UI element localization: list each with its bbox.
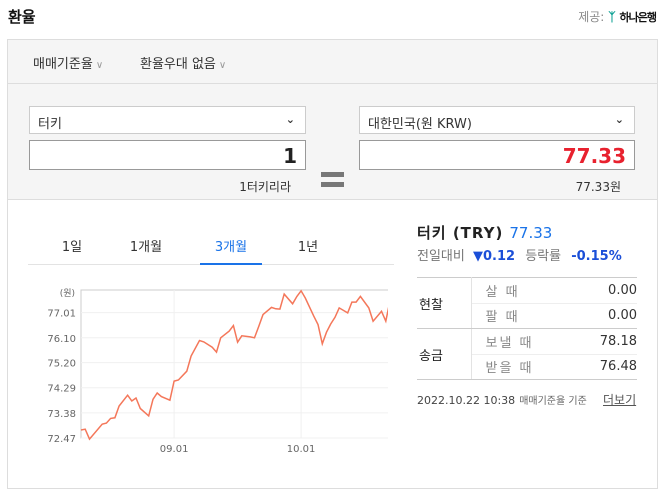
row-value: 0.00 bbox=[575, 277, 637, 304]
chevron-down-icon: ⌄ bbox=[285, 113, 295, 126]
to-caption: 77.33원 bbox=[575, 180, 621, 194]
rate-table: 현찰 살 때 0.00 팔 때 0.00 송금 보낼 때 78.18 받을 때 76.48 bbox=[417, 277, 637, 380]
page-title: 환율 bbox=[8, 8, 36, 26]
y-tick-label: 74.29 bbox=[47, 384, 76, 395]
table-row: 현찰 살 때 0.00 bbox=[417, 277, 637, 329]
tab-3m[interactable]: 3개월 bbox=[214, 240, 248, 255]
triangle-down-icon: ▼ bbox=[472, 249, 483, 264]
change-label: 전일대비 bbox=[417, 249, 465, 264]
y-tick-label: 73.38 bbox=[47, 409, 76, 420]
y-tick-label: 76.10 bbox=[47, 334, 76, 345]
from-currency-select[interactable]: 터키 ⌄ bbox=[29, 106, 306, 134]
active-tab-indicator bbox=[200, 263, 262, 265]
from-caption: 1터키리라 bbox=[239, 180, 291, 194]
timestamp-value: 2022.10.22 10:38 bbox=[417, 394, 516, 407]
row-value: 0.00 bbox=[575, 303, 637, 329]
tab-1m[interactable]: 1개월 bbox=[129, 240, 163, 255]
chevron-down-icon: ∨ bbox=[218, 60, 227, 71]
x-tick-label: 09.01 bbox=[160, 444, 189, 455]
from-currency-value: 터키 bbox=[38, 117, 62, 132]
rate-line bbox=[80, 289, 388, 441]
row-value: 78.18 bbox=[575, 328, 637, 355]
provider: 제공: ᛉ 하나은행 bbox=[578, 8, 657, 25]
row-label: 살 때 bbox=[471, 277, 576, 304]
pct-value: -0.15% bbox=[571, 249, 622, 264]
change-value: 0.12 bbox=[482, 249, 516, 264]
converter: 터키 ⌄ 1 1터키리라 대한민국(원 KRW) ⌄ 77.33 77.33원 bbox=[8, 84, 657, 200]
more-link[interactable]: 더보기 bbox=[603, 393, 637, 407]
y-tick-label: 77.01 bbox=[47, 309, 76, 320]
group-cash: 현찰 bbox=[417, 277, 472, 329]
filter-bar: 매매기준율 ∨ 환율우대 없음 ∨ bbox=[8, 40, 657, 84]
rate-chart: 72.47 73.38 74.29 75.20 76.10 77.01 09.01 10.01… bbox=[47, 288, 388, 455]
to-currency-value: 대한민국(원 KRW) bbox=[368, 117, 472, 132]
chevron-down-icon: ∨ bbox=[95, 60, 104, 71]
y-tick-label: 72.47 bbox=[47, 434, 76, 445]
y-tick-label: 75.20 bbox=[47, 359, 76, 370]
rate-value: 77.33 bbox=[509, 224, 553, 242]
unit-label: (원) bbox=[60, 288, 75, 299]
from-amount-input[interactable]: 1 bbox=[29, 140, 306, 170]
rate-change: 전일대비 ▼0.12 등락률 -0.15% bbox=[417, 245, 622, 264]
equals-icon bbox=[321, 172, 344, 190]
rate-heading: 터키 (TRY) 77.33 bbox=[417, 222, 552, 243]
timestamp: 2022.10.22 10:38 매매기준율 기준 bbox=[417, 392, 587, 407]
row-label: 보낼 때 bbox=[471, 328, 576, 355]
basis-label: 매매기준율 기준 bbox=[519, 396, 587, 407]
currency-name: 터키 (TRY) bbox=[417, 224, 504, 242]
group-remit: 송금 bbox=[417, 328, 472, 380]
provider-name: 하나은행 bbox=[619, 10, 657, 24]
table-row: 송금 보낼 때 78.18 bbox=[417, 328, 637, 380]
table-row: 팔 때 0.00 bbox=[417, 303, 637, 329]
row-label: 받을 때 bbox=[471, 354, 576, 380]
exchange-widget: 매매기준율 ∨ 환율우대 없음 ∨ 터키 ⌄ 1 1터키리라 대한민국(원 KRW) ⌄… bbox=[7, 39, 658, 489]
rate-type-label: 매매기준율 bbox=[33, 57, 93, 72]
tab-1y[interactable]: 1년 bbox=[297, 240, 319, 255]
row-label: 팔 때 bbox=[471, 303, 576, 329]
rate-type-dropdown[interactable]: 매매기준율 ∨ bbox=[33, 53, 103, 72]
to-currency-select[interactable]: 대한민국(원 KRW) ⌄ bbox=[359, 106, 635, 134]
hana-bank-logo-icon: ᛉ bbox=[608, 9, 616, 24]
tab-1d[interactable]: 1일 bbox=[61, 240, 83, 255]
table-row: 받을 때 76.48 bbox=[417, 354, 637, 380]
preference-label: 환율우대 없음 bbox=[140, 57, 216, 72]
preference-dropdown[interactable]: 환율우대 없음 ∨ bbox=[140, 53, 226, 72]
provider-label: 제공: bbox=[578, 10, 605, 24]
chevron-down-icon: ⌄ bbox=[614, 113, 624, 126]
x-tick-label: 10.01 bbox=[287, 444, 316, 455]
pct-label: 등락률 bbox=[525, 249, 562, 264]
row-value: 76.48 bbox=[575, 354, 637, 380]
to-amount-input[interactable]: 77.33 bbox=[359, 140, 635, 170]
